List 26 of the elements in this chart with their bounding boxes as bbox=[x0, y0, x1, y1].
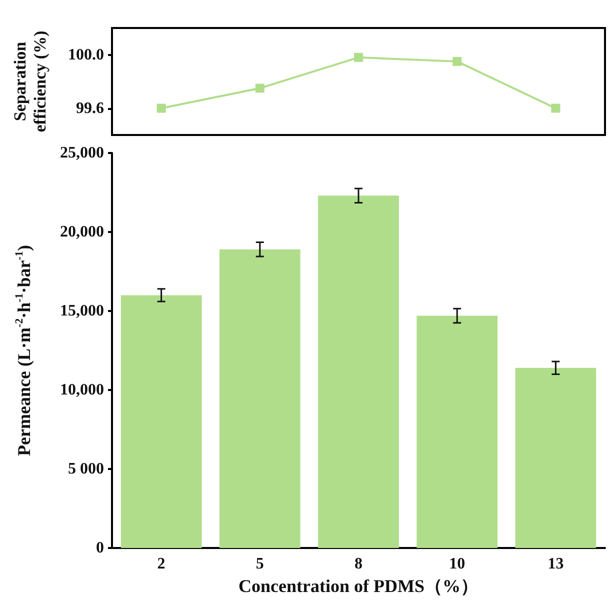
y-axis-title: Permeance (L·m-2·h-1·bar-1) bbox=[14, 245, 34, 456]
point bbox=[551, 104, 560, 113]
x-tick-label: 5 bbox=[256, 556, 264, 572]
y-tick-label: 0 bbox=[96, 540, 104, 556]
point bbox=[354, 52, 363, 62]
y-tick-label: 100.0 bbox=[68, 46, 104, 64]
bar bbox=[219, 249, 300, 548]
bar bbox=[515, 368, 596, 548]
y-axis-title: Separation efficiency (%) bbox=[10, 30, 50, 132]
x-tick-label: 10 bbox=[449, 556, 466, 572]
point bbox=[156, 104, 166, 113]
y-tick-label: 25,000 bbox=[60, 144, 104, 162]
bar bbox=[120, 295, 202, 548]
y-tick-label: 20,000 bbox=[60, 224, 104, 240]
x-tick-label: 13 bbox=[548, 556, 564, 572]
y-tick-label: 15,000 bbox=[60, 302, 104, 320]
x-tick-label: 2 bbox=[157, 556, 166, 572]
bar bbox=[318, 196, 399, 548]
y-tick-label: 10,000 bbox=[60, 382, 104, 398]
y-tick-label: 5 000 bbox=[68, 460, 104, 478]
bar bbox=[416, 316, 498, 548]
x-axis-title: Concentration of PDMS（%） bbox=[238, 576, 478, 596]
y-tick-label: 99.6 bbox=[76, 100, 104, 117]
point bbox=[255, 84, 264, 93]
point bbox=[452, 56, 462, 66]
x-tick-label: 8 bbox=[354, 556, 362, 572]
